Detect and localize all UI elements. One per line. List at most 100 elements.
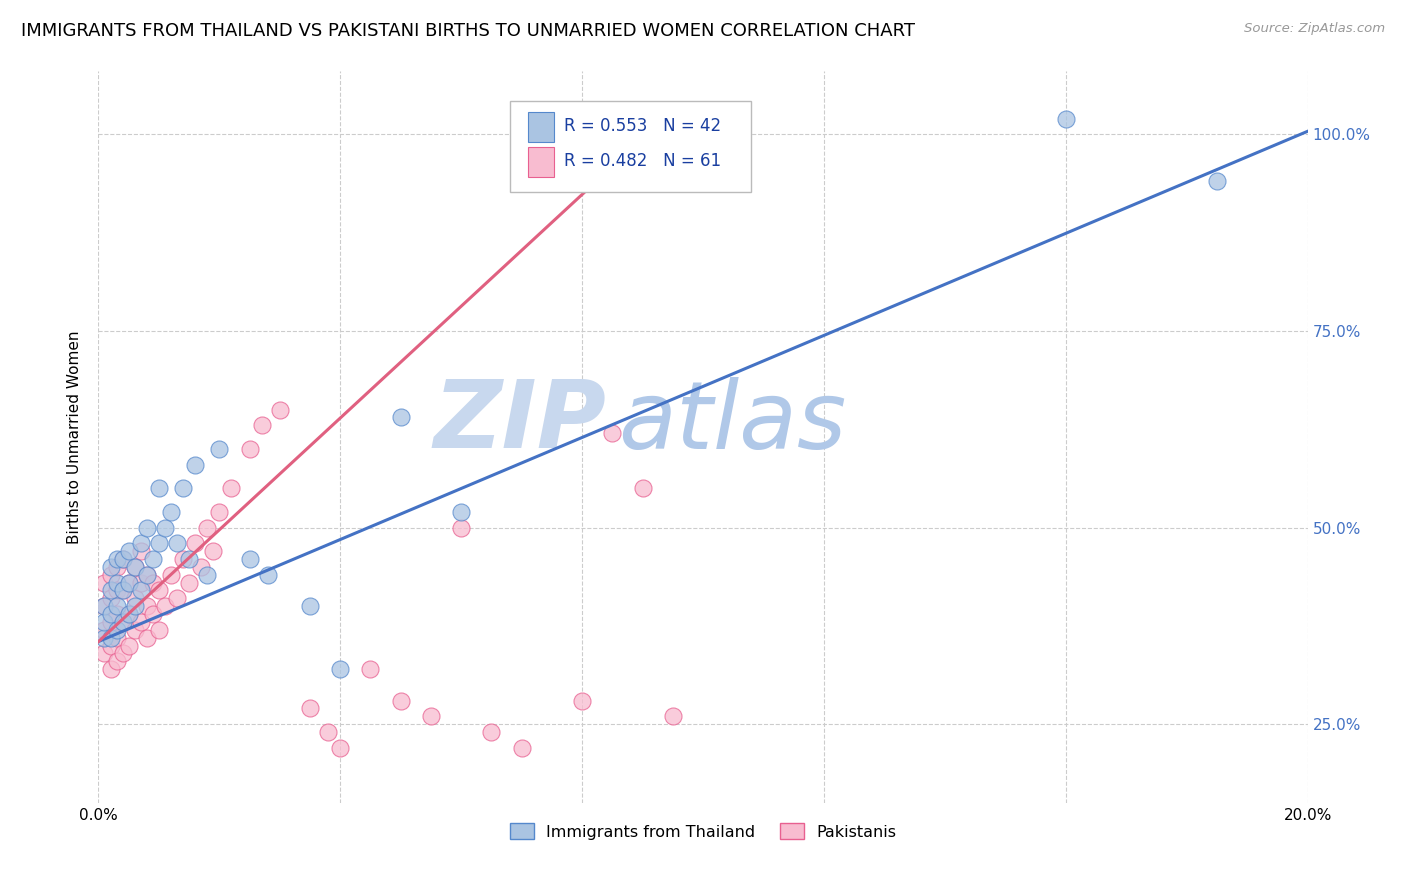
Point xyxy=(135,567,157,582)
Point xyxy=(1206,174,1229,188)
Point xyxy=(208,442,231,456)
Point xyxy=(118,575,141,590)
Point xyxy=(153,520,176,534)
Point xyxy=(100,662,122,676)
Point xyxy=(195,567,218,582)
Point xyxy=(93,631,115,645)
Point xyxy=(93,575,115,590)
Point xyxy=(111,646,134,660)
Point xyxy=(148,583,170,598)
Point xyxy=(148,536,170,550)
Point xyxy=(100,615,122,629)
Point xyxy=(602,426,624,441)
Text: ZIP: ZIP xyxy=(433,376,606,468)
Point xyxy=(135,599,157,614)
Point xyxy=(160,567,183,582)
Point xyxy=(360,662,382,676)
Point xyxy=(481,725,503,739)
Point xyxy=(124,559,146,574)
Point xyxy=(111,552,134,566)
Point xyxy=(129,544,152,558)
Point xyxy=(1054,112,1077,126)
Point xyxy=(100,639,122,653)
Bar xyxy=(527,146,554,178)
Point xyxy=(160,505,183,519)
Point xyxy=(239,442,262,456)
Point xyxy=(221,481,243,495)
Point xyxy=(135,520,157,534)
Point xyxy=(250,418,273,433)
Point xyxy=(105,599,128,614)
Bar xyxy=(527,112,554,143)
Point xyxy=(124,623,146,637)
Text: R = 0.482   N = 61: R = 0.482 N = 61 xyxy=(564,153,721,170)
Point xyxy=(111,615,134,629)
Point xyxy=(118,639,141,653)
Text: atlas: atlas xyxy=(619,377,846,468)
Point xyxy=(631,481,654,495)
Point xyxy=(420,709,443,723)
Point xyxy=(100,591,122,606)
Point xyxy=(329,662,352,676)
Point xyxy=(105,623,128,637)
Point xyxy=(142,575,165,590)
Point xyxy=(148,623,170,637)
Point xyxy=(148,481,170,495)
Point xyxy=(93,646,115,660)
Point xyxy=(111,583,134,598)
Point xyxy=(105,607,128,621)
Point xyxy=(118,544,141,558)
Point xyxy=(111,583,134,598)
Point xyxy=(179,575,201,590)
Point xyxy=(124,599,146,614)
Point xyxy=(105,631,128,645)
Point xyxy=(118,607,141,621)
Point xyxy=(184,458,207,472)
Point xyxy=(129,575,152,590)
Point xyxy=(256,567,278,582)
Point xyxy=(93,599,115,614)
Point xyxy=(510,740,533,755)
Point xyxy=(105,559,128,574)
Point xyxy=(190,559,212,574)
Point xyxy=(93,615,115,629)
Point xyxy=(299,701,322,715)
Point xyxy=(239,552,262,566)
Point xyxy=(184,536,207,550)
Point xyxy=(389,693,412,707)
Point xyxy=(100,567,122,582)
Point xyxy=(329,740,352,755)
Point xyxy=(118,575,141,590)
Point xyxy=(195,520,218,534)
Point xyxy=(111,615,134,629)
Y-axis label: Births to Unmarried Women: Births to Unmarried Women xyxy=(67,330,83,544)
Text: Source: ZipAtlas.com: Source: ZipAtlas.com xyxy=(1244,22,1385,36)
Point xyxy=(269,402,291,417)
Point xyxy=(450,520,472,534)
Point xyxy=(105,583,128,598)
Point xyxy=(172,552,194,566)
Point xyxy=(100,559,122,574)
Point xyxy=(299,599,322,614)
Legend: Immigrants from Thailand, Pakistanis: Immigrants from Thailand, Pakistanis xyxy=(503,817,903,846)
Point xyxy=(118,607,141,621)
Point xyxy=(111,552,134,566)
Point xyxy=(129,536,152,550)
Point xyxy=(105,552,128,566)
Point xyxy=(153,599,176,614)
Point xyxy=(129,583,152,598)
Point xyxy=(105,575,128,590)
Point xyxy=(450,505,472,519)
Point xyxy=(124,591,146,606)
Point xyxy=(172,481,194,495)
Point xyxy=(316,725,339,739)
Point xyxy=(142,552,165,566)
Point xyxy=(166,591,188,606)
Point xyxy=(389,410,412,425)
Point xyxy=(142,607,165,621)
Point xyxy=(166,536,188,550)
Point xyxy=(135,631,157,645)
Point xyxy=(202,544,225,558)
Point xyxy=(135,567,157,582)
Point xyxy=(100,631,122,645)
